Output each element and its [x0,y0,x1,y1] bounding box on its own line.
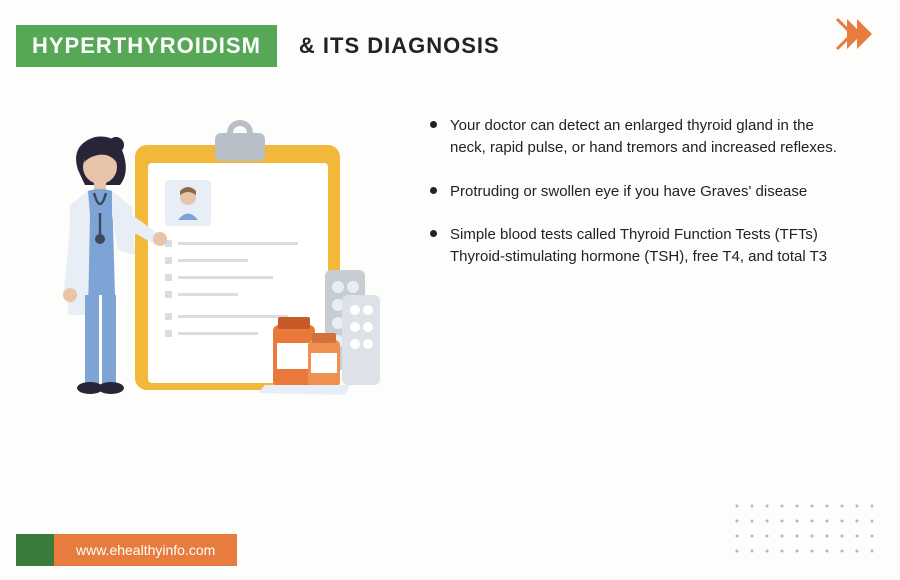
footer-accent [16,534,54,566]
footer-url: www.ehealthyinfo.com [54,534,237,566]
corner-arrows-icon [832,14,882,59]
footer: www.ehealthyinfo.com [16,534,237,566]
title-suffix: & ITS DIAGNOSIS [299,33,500,59]
dot-pattern-icon [732,501,882,566]
bullet-item: Simple blood tests called Thyroid Functi… [430,224,840,268]
bullet-item: Your doctor can detect an enlarged thyro… [430,115,840,159]
main-content: Your doctor can detect an enlarged thyro… [0,115,900,415]
bullet-item: Protruding or swollen eye if you have Gr… [430,181,840,203]
header: HYPERTHYROIDISM & ITS DIAGNOSIS [0,0,900,67]
diagnosis-bullets: Your doctor can detect an enlarged thyro… [430,115,880,415]
doctor-clipboard-illustration [40,115,390,415]
title-badge: HYPERTHYROIDISM [16,25,277,67]
